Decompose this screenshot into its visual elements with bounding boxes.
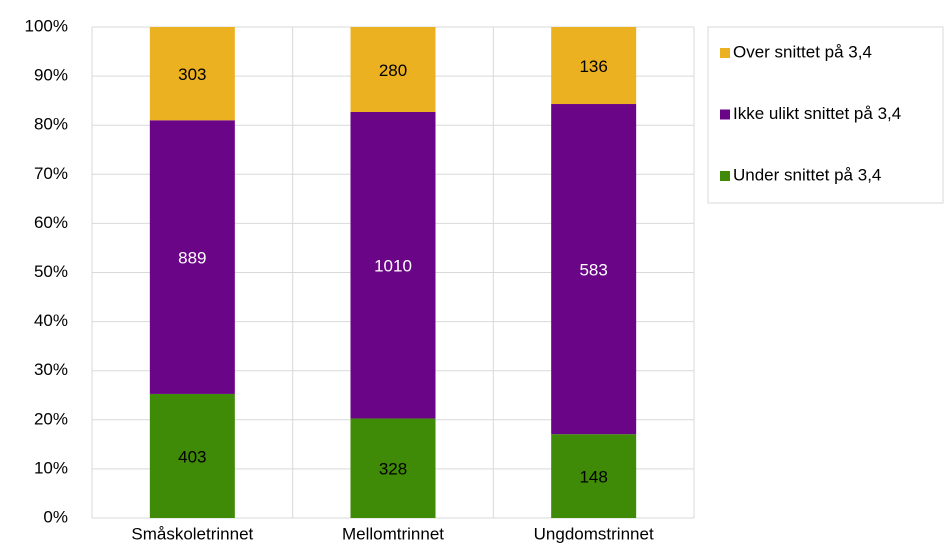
bar-segment [350,27,436,112]
legend-swatch [720,109,730,120]
bar-segment [350,111,436,419]
y-tick-label: 70% [34,164,68,183]
bar-segment [149,120,235,394]
data-label: 583 [579,261,607,280]
y-tick-label: 10% [34,458,68,477]
x-tick-label: Ungdomstrinnet [534,524,654,543]
data-label: 148 [579,468,607,487]
bar-segment [551,27,637,105]
data-label: 303 [178,65,206,84]
legend-label: Under snittet på 3,4 [733,165,881,184]
data-label: 1010 [374,257,412,276]
y-tick-label: 90% [34,66,68,85]
y-tick-label: 30% [34,360,68,379]
bar-segment [551,434,637,518]
legend-swatch [720,48,730,58]
legend-label: Over snittet på 3,4 [733,42,872,61]
x-tick-label: Småskoletrinnet [131,524,253,543]
bar-segment [551,104,637,435]
x-tick-label: Mellomtrinnet [342,524,444,543]
legend-label: Ikke ulikt snittet på 3,4 [733,104,901,123]
bar-segment [149,27,235,121]
y-tick-label: 60% [34,213,68,232]
data-label: 403 [178,447,206,466]
y-tick-label: 40% [34,311,68,330]
y-tick-label: 50% [34,262,68,281]
bar-segment [149,393,235,518]
y-tick-label: 80% [34,115,68,134]
data-label: 328 [379,460,407,479]
data-label: 280 [379,61,407,80]
data-label: 136 [579,57,607,76]
data-label: 889 [178,249,206,268]
y-tick-label: 100% [25,16,68,35]
bar-segment [350,418,436,518]
legend-swatch [720,171,730,181]
y-tick-label: 20% [34,409,68,428]
y-tick-label: 0% [43,507,68,526]
legend-box [707,26,944,204]
